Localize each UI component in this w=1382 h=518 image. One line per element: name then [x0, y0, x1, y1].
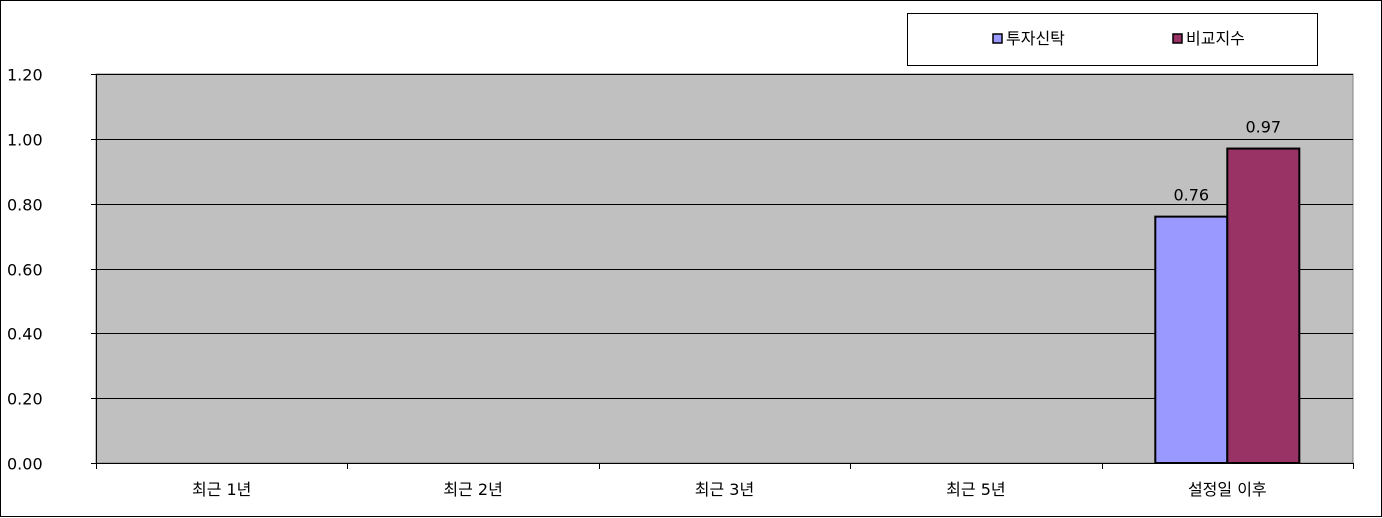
y-tick-label: 1.00: [7, 131, 43, 150]
y-tick-label: 0.40: [7, 325, 43, 344]
x-tick-label: 최근 2년: [443, 480, 502, 499]
x-tick-label: 설정일 이후: [1188, 480, 1267, 499]
data-label: 0.97: [1245, 118, 1281, 137]
x-tick-label: 최근 3년: [695, 480, 754, 499]
y-tick-label: 0.20: [7, 390, 43, 409]
y-tick-label: 0.80: [7, 196, 43, 215]
x-tick-label: 최근 5년: [946, 480, 1005, 499]
x-tick-label: 최근 1년: [192, 480, 251, 499]
bar: [1226, 147, 1301, 465]
y-tick-label: 1.20: [7, 66, 43, 85]
legend: [907, 13, 1318, 66]
y-tick-label: 0.60: [7, 261, 43, 280]
legend-swatch: [992, 33, 1003, 44]
bar: [1154, 215, 1229, 464]
legend-swatch: [1172, 33, 1183, 44]
legend-label: 비교지수: [1186, 29, 1245, 48]
legend-label: 투자신탁: [1006, 29, 1065, 48]
data-label: 0.76: [1173, 186, 1209, 205]
y-tick-label: 0.00: [7, 455, 43, 474]
